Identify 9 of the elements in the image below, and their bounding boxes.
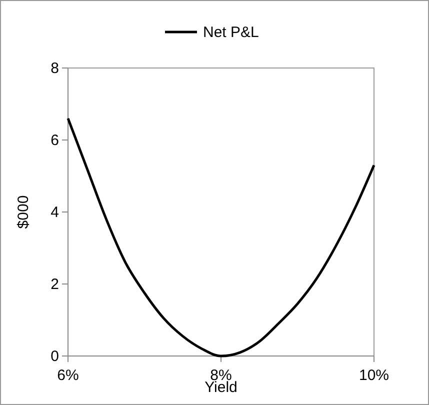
x-tick-label: 6% (57, 367, 79, 384)
y-tick-label: 4 (50, 204, 59, 221)
legend-label: Net P&L (203, 24, 259, 41)
x-tick-label: 10% (358, 367, 390, 384)
y-tick-label: 2 (50, 276, 59, 293)
y-axis-title: $000 (15, 195, 32, 229)
y-tick-label: 8 (50, 60, 59, 77)
y-tick-label: 0 (50, 348, 59, 365)
y-tick-label: 6 (50, 132, 59, 149)
